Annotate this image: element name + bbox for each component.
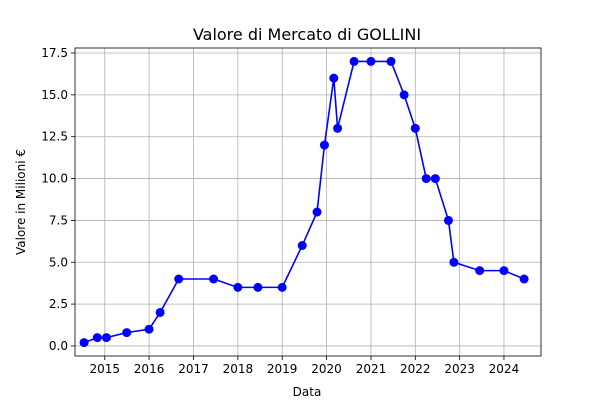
data-point: [122, 328, 132, 338]
grid: [75, 48, 541, 356]
data-point: [421, 174, 431, 184]
data-point: [101, 333, 111, 343]
data-point: [519, 274, 529, 284]
data-point: [366, 56, 376, 66]
data-point: [277, 282, 287, 292]
data-point: [144, 324, 154, 334]
x-tick-label: 2019: [267, 362, 298, 376]
x-tick-label: 2023: [444, 362, 475, 376]
data-point: [499, 266, 509, 276]
data-point: [410, 123, 420, 133]
x-axis: 2015 2016 2017 2018 2019 2020 2021 2022 2023 2024: [89, 356, 519, 376]
data-point: [430, 174, 440, 184]
y-tick-label: 5.0: [49, 255, 68, 269]
plot-frame: [74, 47, 542, 357]
chart-title: Valore di Mercato di GOLLINI: [193, 25, 421, 44]
data-point: [475, 266, 485, 276]
data-point: [449, 257, 459, 267]
data-point: [297, 241, 307, 251]
y-axis: 0.0 2.5 5.0 7.5 10.0 12.5 15.0 17.5: [41, 46, 75, 353]
data-point: [349, 56, 359, 66]
data-point: [209, 274, 219, 284]
x-tick-label: 2016: [134, 362, 165, 376]
data-point: [312, 207, 322, 217]
x-axis-label: Data: [293, 385, 322, 399]
x-tick-label: 2022: [400, 362, 431, 376]
data-point: [329, 73, 339, 83]
y-tick-label: 2.5: [49, 297, 68, 311]
x-tick-label: 2021: [356, 362, 387, 376]
y-tick-label: 10.0: [41, 172, 68, 186]
x-tick-label: 2018: [223, 362, 254, 376]
x-tick-label: 2015: [89, 362, 120, 376]
y-tick-label: 15.0: [41, 88, 68, 102]
data-point: [79, 338, 89, 348]
y-axis-label: Valore in Milioni €: [14, 149, 28, 255]
x-tick-label: 2024: [489, 362, 520, 376]
data-point: [253, 282, 263, 292]
data-point: [443, 215, 453, 225]
y-tick-label: 17.5: [41, 46, 68, 60]
series-layer: [79, 56, 529, 348]
data-point: [174, 274, 184, 284]
data-point: [92, 333, 102, 343]
series-line: [83, 60, 525, 344]
y-tick-label: 7.5: [49, 213, 68, 227]
data-point: [233, 282, 243, 292]
y-tick-label: 0.0: [49, 339, 68, 353]
x-tick-label: 2020: [311, 362, 342, 376]
data-point: [386, 56, 396, 66]
data-point: [155, 307, 165, 317]
data-point: [319, 140, 329, 150]
y-tick-label: 12.5: [41, 130, 68, 144]
data-point: [333, 123, 343, 133]
x-tick-label: 2017: [178, 362, 209, 376]
data-point: [399, 90, 409, 100]
